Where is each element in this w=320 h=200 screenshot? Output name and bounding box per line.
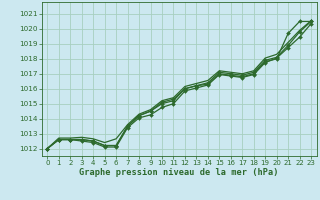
X-axis label: Graphe pression niveau de la mer (hPa): Graphe pression niveau de la mer (hPa) [79,168,279,177]
